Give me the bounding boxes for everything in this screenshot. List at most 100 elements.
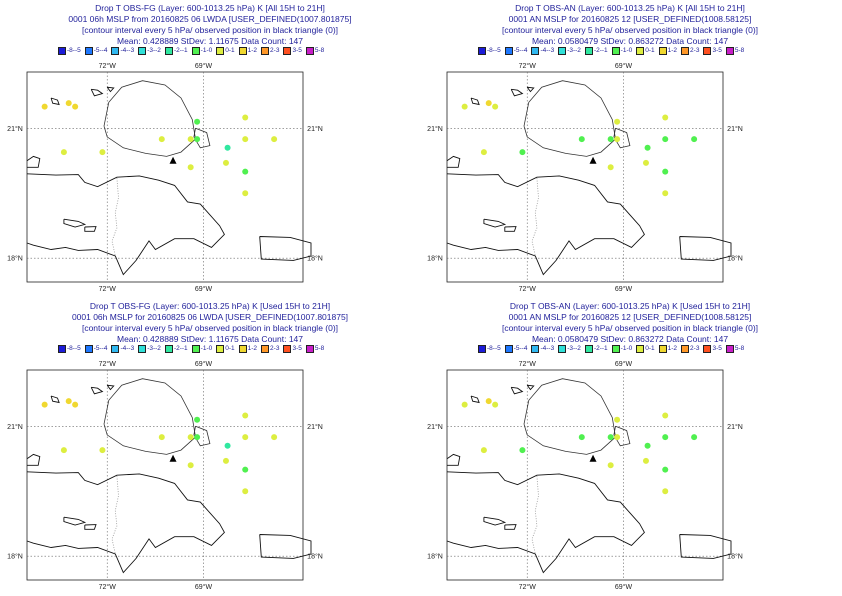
legend-item: 2-3 <box>261 46 279 55</box>
legend-item: 5-8 <box>305 46 324 55</box>
coastline <box>446 471 645 574</box>
lat-label-left: 21°N <box>427 125 443 133</box>
legend-swatch <box>58 46 66 55</box>
legend-swatch <box>703 344 712 353</box>
coastline <box>90 386 104 395</box>
legend-label: -5--4 <box>93 345 108 352</box>
observation-dot <box>644 442 651 449</box>
observation-dot <box>222 457 229 464</box>
legend-label: 5-8 <box>734 345 745 352</box>
observation-dot <box>485 100 492 107</box>
observation-dot <box>662 168 669 175</box>
legend-label: 3-5 <box>712 47 722 54</box>
map-canvas: 72°W 69°W 72°W 69°W 21°N 18°N 21°N 18°N <box>7 62 323 293</box>
observation-dot <box>41 401 48 408</box>
coastline <box>26 155 41 168</box>
coastline <box>679 236 732 261</box>
observation-dot <box>691 136 698 143</box>
lat-label-left: 21°N <box>427 423 443 431</box>
legend-item: -3--2 <box>558 344 581 353</box>
observed-position-triangle <box>589 454 597 462</box>
lon-label-top: 69°W <box>615 62 633 70</box>
observation-dot <box>158 136 165 143</box>
coastline <box>50 97 60 106</box>
observation-dot <box>691 434 698 441</box>
legend-swatch <box>238 46 247 55</box>
legend-item: -5--4 <box>504 46 527 55</box>
legend-label: 3-5 <box>712 345 722 352</box>
observation-dot <box>607 164 614 171</box>
panel-contour-note: [contour interval every 5 hPa/ observed … <box>81 25 339 35</box>
coastline <box>259 236 312 261</box>
map-canvas: 72°W 69°W 72°W 69°W 21°N 18°N 21°N 18°N <box>427 62 743 293</box>
observed-position-triangle <box>589 156 597 164</box>
panel-stats: Mean: 0.0580479 StDev: 0.863272 Data Cou… <box>531 334 729 344</box>
legend-item: 3-5 <box>703 46 722 55</box>
coastline <box>26 471 225 574</box>
legend-label: 1-2 <box>667 47 678 54</box>
panel-title: Drop T OBS-AN (Layer: 600-1013.25 hPa) K… <box>509 301 751 311</box>
legend-item: 0-1 <box>636 46 655 55</box>
coastline <box>63 218 87 228</box>
legend-swatch <box>558 46 567 55</box>
legend-label: -1-0 <box>200 47 213 54</box>
lat-label-left: 18°N <box>7 255 23 263</box>
legend-item: -1-0 <box>611 344 632 353</box>
lon-label-bottom: 72°W <box>99 583 117 591</box>
coastline <box>504 524 517 530</box>
legend-swatch <box>681 46 690 55</box>
legend-label: -8--5 <box>67 47 81 54</box>
observation-dot <box>662 412 669 419</box>
legend-label: -4--3 <box>540 345 555 352</box>
legend-swatch <box>111 344 120 353</box>
legend-item: -2--1 <box>164 46 188 55</box>
observation-dot <box>60 149 67 156</box>
observation-dot <box>72 103 79 110</box>
observation-dot <box>187 434 194 441</box>
legend-item: -1-0 <box>191 344 212 353</box>
legend-swatch <box>111 46 120 55</box>
color-legend: -8--5 -5--4 -4--3 -3--2 -2--1 -1-0 0-1 1-2 2-3 3-… <box>478 45 748 56</box>
legend-label: 0-1 <box>225 345 235 352</box>
mslp-contour <box>613 425 631 447</box>
mslp-contour <box>193 425 211 447</box>
observation-dot <box>41 103 48 110</box>
legend-label: -4--3 <box>120 47 135 54</box>
legend-swatch <box>283 344 292 353</box>
lon-label-bottom: 72°W <box>519 285 537 293</box>
legend-swatch <box>216 344 225 353</box>
observation-dot <box>194 136 201 143</box>
legend-swatch <box>238 344 247 353</box>
legend-label: 1-2 <box>247 47 258 54</box>
legend-item: 1-2 <box>238 46 258 55</box>
legend-swatch <box>305 46 314 55</box>
legend-label: -3--2 <box>147 47 161 54</box>
observation-dot <box>461 103 468 110</box>
panel-subtitle: 0001 06h MSLP for 20160825 06 LWDA [USER… <box>71 312 349 322</box>
observation-dot <box>242 168 249 175</box>
legend-label: -4--3 <box>120 345 135 352</box>
legend-label: -2--1 <box>593 47 608 54</box>
observation-dot <box>65 398 72 405</box>
legend-swatch <box>504 46 513 55</box>
observation-dot <box>222 159 229 166</box>
legend-swatch <box>504 344 513 353</box>
observation-dot <box>60 447 67 454</box>
observation-dot <box>99 149 106 156</box>
panel-stats: Mean: 0.428889 StDev: 1.11675 Data Count… <box>116 334 304 344</box>
legend-item: 3-5 <box>283 344 302 353</box>
coastline <box>446 453 461 466</box>
lon-label-top: 69°W <box>195 62 213 70</box>
legend-item: -5--4 <box>84 344 108 353</box>
legend-swatch <box>478 344 486 353</box>
legend-item: 2-3 <box>681 46 699 55</box>
observation-dot <box>242 488 249 495</box>
legend-item: -3--2 <box>138 344 161 353</box>
legend-swatch <box>191 46 200 55</box>
mslp-contour <box>523 378 616 455</box>
mslp-contour <box>103 80 196 157</box>
legend-label: -5--4 <box>93 47 108 54</box>
lon-label-top: 72°W <box>99 62 117 70</box>
observation-dot <box>492 401 499 408</box>
lat-label-right: 18°N <box>307 553 323 561</box>
